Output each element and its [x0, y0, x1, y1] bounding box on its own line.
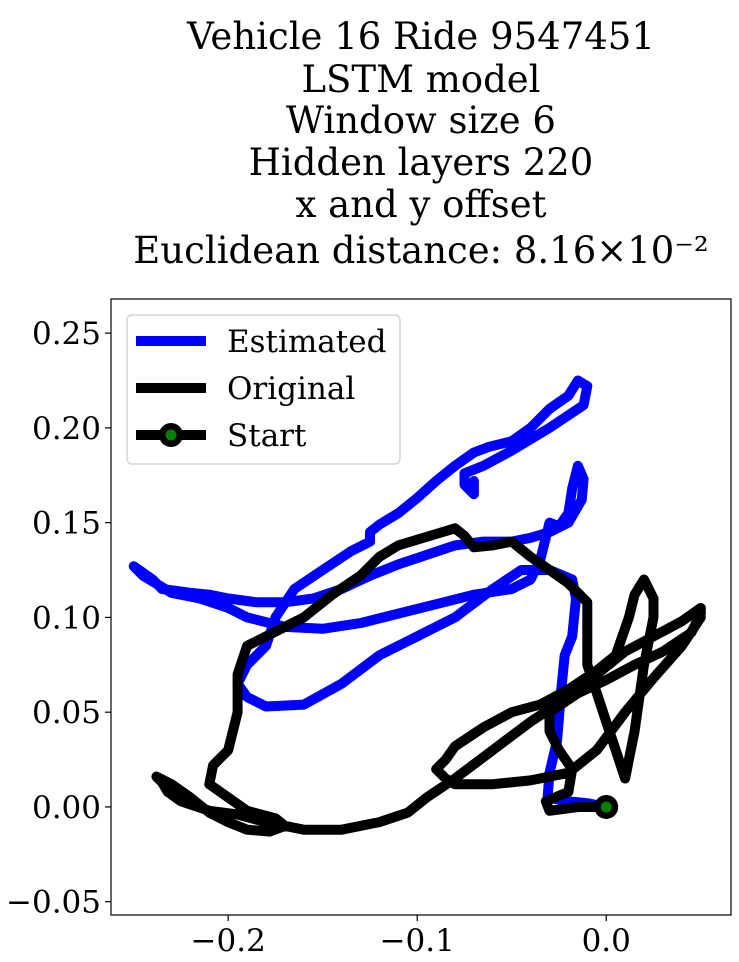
title-line-1: Vehicle 16 Ride 9547451 — [186, 15, 655, 58]
y-tick-label: 0.20 — [32, 411, 101, 447]
series-layer — [128, 375, 706, 837]
y-tick-label: 0.05 — [32, 695, 101, 731]
y-tick-label: 0.00 — [32, 790, 101, 826]
title-line-3: Window size 6 — [286, 99, 556, 142]
title-line-5: x and y offset — [296, 183, 547, 226]
legend: Estimated Original Start — [126, 314, 401, 465]
legend-start-marker-inner — [165, 429, 177, 441]
x-tick-label: 0.0 — [582, 923, 631, 959]
legend-label-estimated: Estimated — [227, 324, 386, 360]
y-tick-label: −0.05 — [6, 885, 101, 921]
x-tick-label: −0.1 — [380, 923, 455, 959]
title-line-6: Euclidean distance: 8.16×10⁻² — [133, 229, 708, 272]
y-tick-label: 0.25 — [32, 316, 101, 352]
x-tick-label: −0.2 — [191, 923, 266, 959]
title-line-4: Hidden layers 220 — [249, 141, 594, 184]
series-line-estimated-2 — [128, 460, 589, 634]
legend-label-start: Start — [227, 418, 307, 454]
plot-area-frame — [110, 298, 732, 916]
x-axis: −0.2 −0.1 0.0 — [191, 915, 631, 959]
start-marker-inner — [600, 801, 612, 813]
series-line-original-3 — [151, 523, 706, 837]
y-axis: −0.05 0.00 0.05 0.10 0.15 0.20 0.25 — [6, 316, 111, 921]
y-tick-label: 0.15 — [32, 506, 101, 542]
legend-box — [126, 314, 401, 465]
legend-label-original: Original — [227, 371, 355, 407]
title-line-2: LSTM model — [301, 58, 540, 101]
y-tick-label: 0.10 — [32, 600, 101, 636]
series-line-estimated-1 — [232, 375, 612, 812]
